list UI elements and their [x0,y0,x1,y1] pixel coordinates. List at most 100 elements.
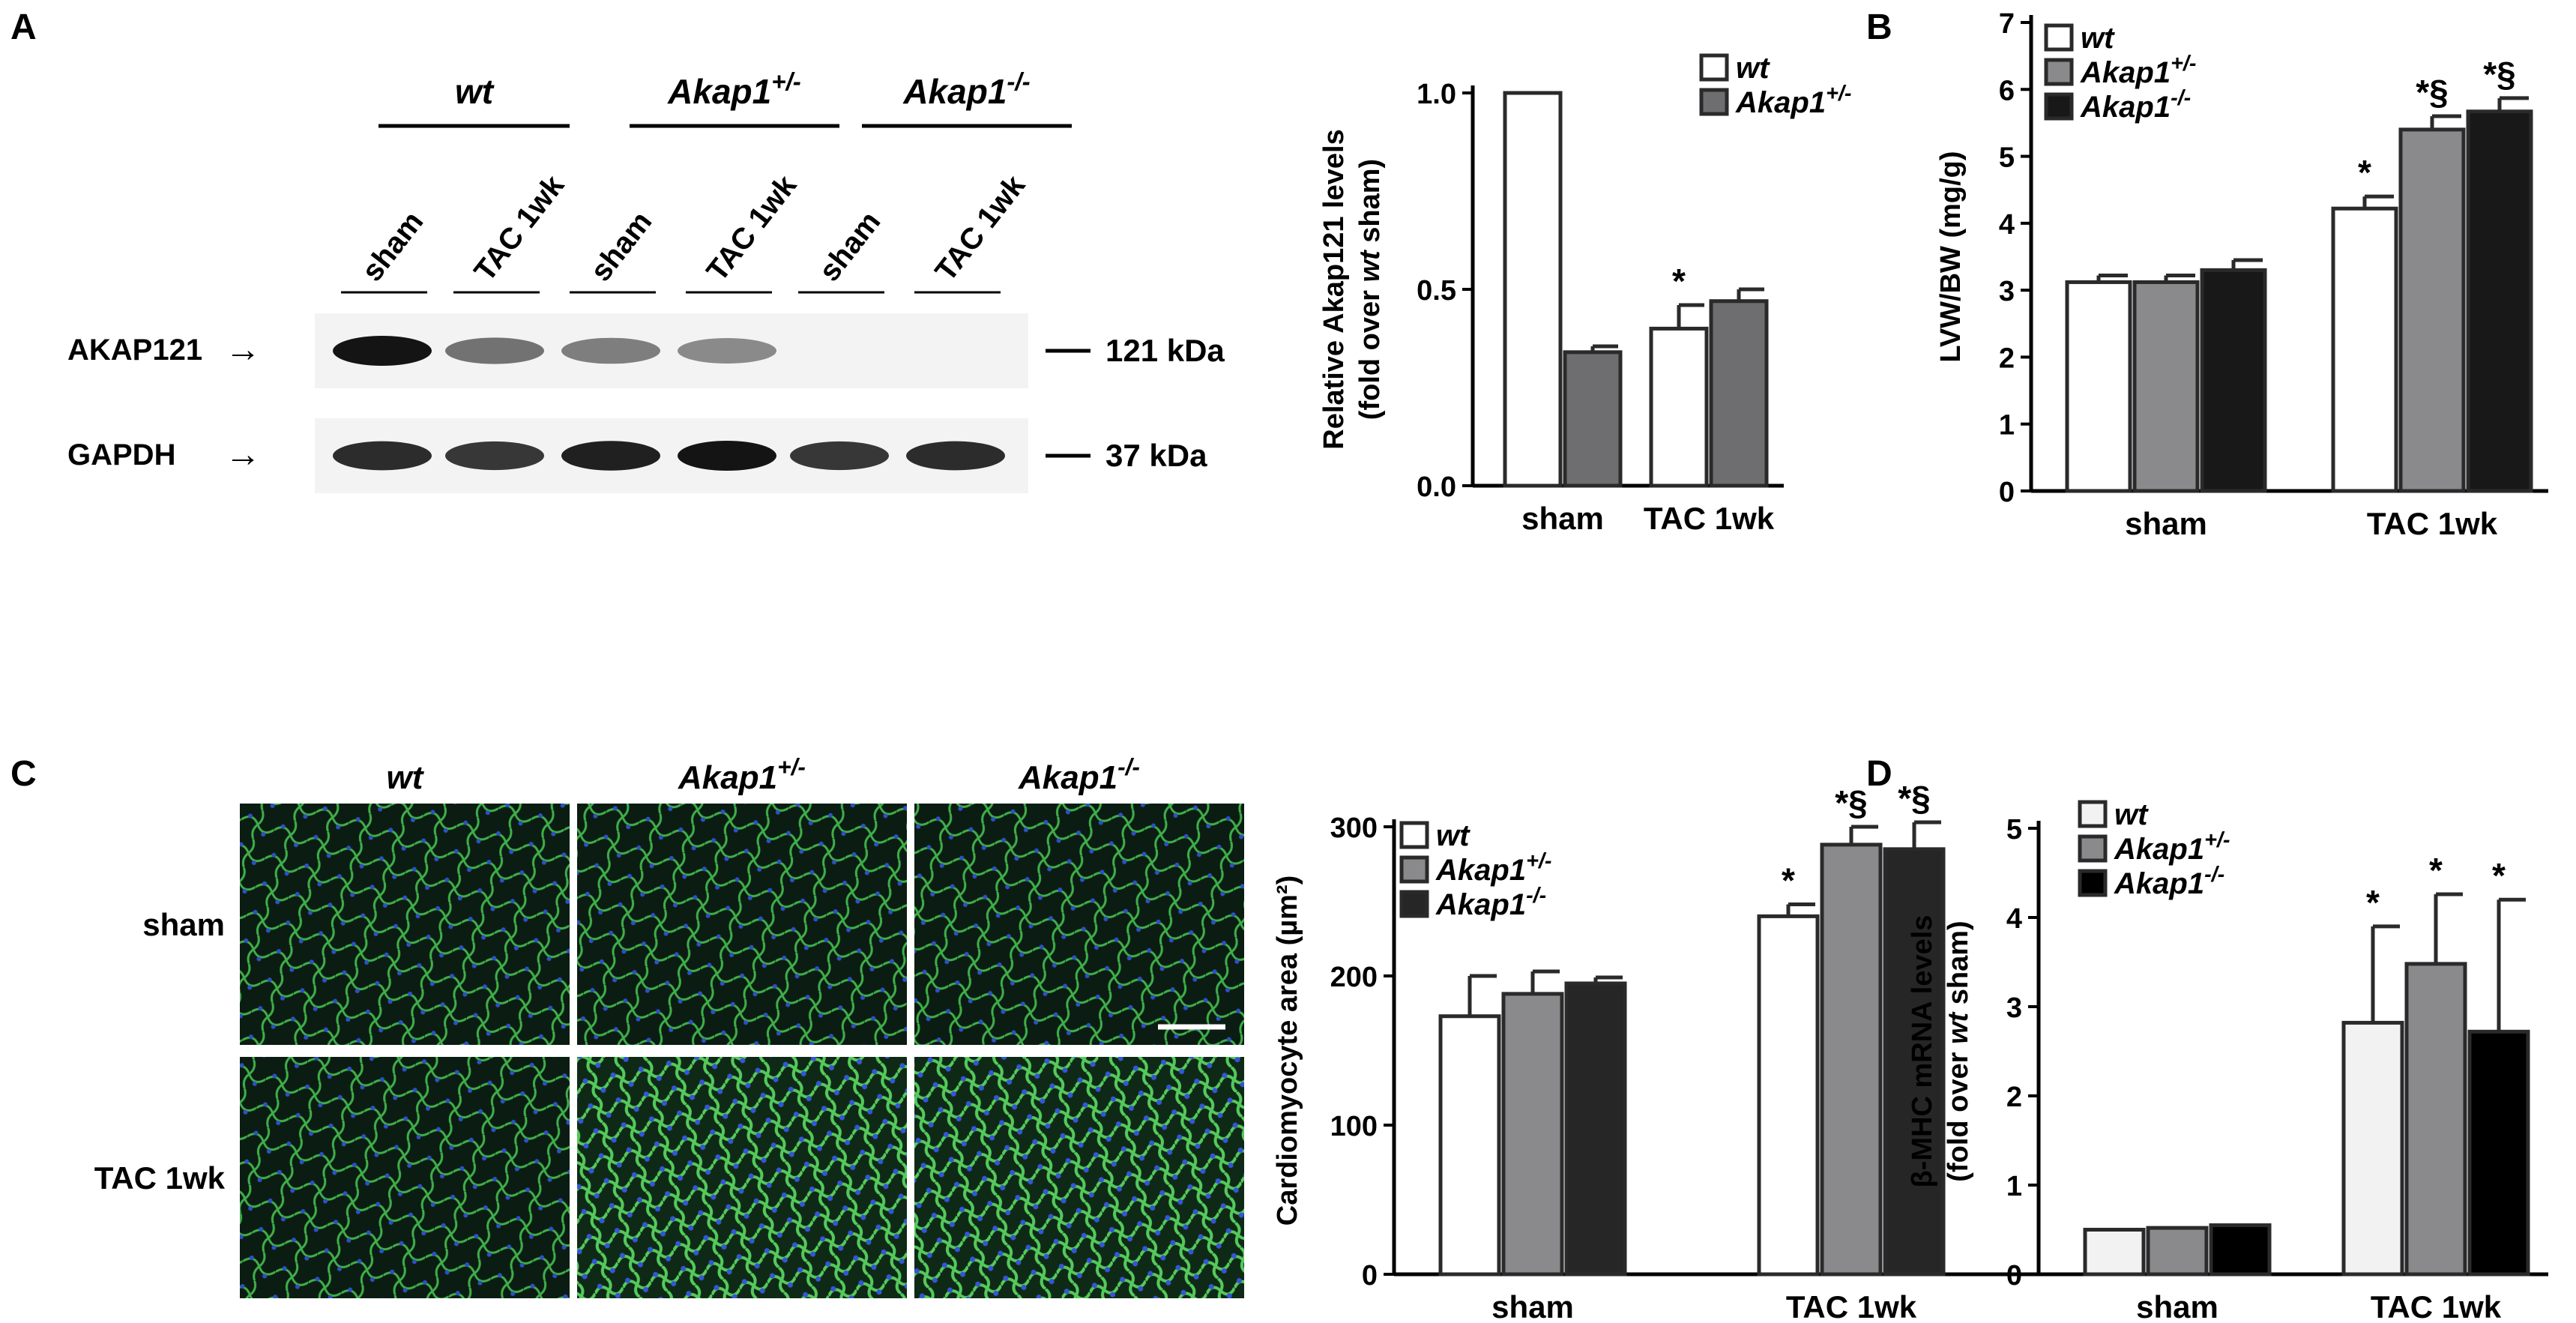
legend-label-name: Akap1 [1435,888,1526,921]
significance-marker: * [2492,856,2506,895]
legend-label-name: wt [1436,819,1471,852]
legend-label-sup: +/- [1826,82,1851,106]
western-blot: wt Akap1+/- Akap1-/-sham TAC 1wk sham TAC 1wk… [67,68,1225,493]
legend-label-name: Akap1 [2080,56,2171,89]
bar-sham-series-2 [1564,981,1627,1277]
blot-group-label: wt [455,72,495,111]
chart-a-akap121-levels: 0.0 0.5 1.0 Relative Akap121 levels (fold ov… [1318,52,1851,536]
y-tick-label: 2 [2006,1082,2022,1113]
bar-tac-1wk-series-0 [2341,1020,2404,1277]
x-tick-label: TAC 1wk [2367,506,2498,541]
y-tick-label: 4 [1999,209,2015,241]
legend-label-name: Akap1 [2114,867,2204,900]
x-tick-label: TAC 1wk [2371,1289,2502,1323]
bar-sham-series-1 [1563,350,1623,488]
micro-column-label: Akap1-/- [1018,753,1140,796]
legend-label-name: Akap1 [1435,854,1526,887]
micro-column-label: wt [387,759,425,796]
legend-label-name: wt [2114,798,2149,831]
bar-tac-1wk-series-0 [1649,326,1709,488]
y-axis-label: Relative Akap121 levels [1318,129,1350,449]
legend-label: Akap1+/- [2080,52,2196,89]
legend-swatch [2078,800,2108,828]
y-tick-label: 0 [2006,1260,2022,1292]
bar-tac-1wk-series-2 [1883,847,1946,1277]
y-tick-label: 5 [2006,814,2022,846]
micro-column-label-sup: +/- [777,753,806,780]
x-tick-label: TAC 1wk [1644,501,1775,536]
bar-tac-1wk-series-1 [2398,127,2466,493]
significance-marker: *§ [2416,73,2448,112]
bar-sham-series-1 [2146,1226,2209,1277]
y-tick-label: 300 [1330,813,1378,844]
blot-group-label-sup: +/- [771,68,801,96]
y-tick-label: 0.0 [1417,471,1456,503]
y-tick-label: 100 [1330,1111,1378,1142]
blot-band [678,441,776,471]
y-axis-label-part: sham) [1943,920,1974,1012]
y-tick-label: 0 [1999,477,2015,508]
bar-sham-series-1 [1501,992,1564,1277]
blot-group-label-name: Akap1 [902,72,1007,111]
bar-sham-series-1 [2132,280,2200,493]
legend-label-sup: -/- [2204,863,2224,887]
significance-marker: *§ [2483,55,2515,94]
blot-lane-label: sham [584,205,658,287]
x-tick-label: sham [2125,506,2207,541]
micro-column-label-sup: -/- [1117,753,1140,780]
micro-column-label: Akap1+/- [678,753,806,796]
blot-band [906,441,1005,471]
legend-label-name: wt [1736,52,1770,85]
blot-arrow: → [225,330,261,370]
y-axis-label-part: (fold over [1354,283,1386,421]
x-tick-label: sham [1521,501,1604,536]
blot-band [333,441,432,471]
significance-marker: * [1782,861,1795,899]
legend-label-sup: +/- [1526,849,1551,873]
micro-column-label-name: Akap1 [1018,759,1117,796]
bar-sham-series-2 [2209,1223,2272,1277]
y-tick-label: 6 [1999,75,2015,106]
blot-lane-label: TAC 1wk [929,169,1031,287]
y-tick-label: 7 [1999,8,2015,40]
legend-label-sup: -/- [1526,884,1546,908]
micro-column-label-name: wt [387,759,425,796]
y-tick-label: 3 [2006,992,2022,1024]
legend-label: Akap1+/- [1435,849,1551,887]
micrograph-image [240,1057,570,1298]
chart-c-cardiomyocyte-area: 0 100 200 300 Cardiomyocyte area (µm²) sham TA… [1272,779,2039,1323]
legend-swatch [2078,869,2108,897]
legend-swatch [1399,821,1429,849]
blot-lane-label: sham [812,205,887,287]
y-tick-label: 5 [1999,142,2015,174]
bar-tac-1wk-series-1 [1820,843,1883,1277]
micrograph-image [240,804,570,1045]
legend-label: wt [1436,819,1471,852]
y-axis-label-part: sham) [1354,159,1386,250]
y-tick-label: 0.5 [1417,275,1456,307]
blot-lane-label: TAC 1wk [468,169,570,287]
bar-tac-1wk-series-0 [2331,206,2398,493]
y-axis-label-part: (fold over [1943,1044,1974,1182]
bar-sham-series-2 [2200,268,2267,493]
bar-tac-1wk-series-1 [1709,299,1769,488]
blot-band [678,338,776,364]
legend-label: wt [2081,22,2115,55]
panel-label-d: D [1866,754,1892,794]
legend-label-name: wt [2081,22,2115,55]
y-tick-label: 3 [1999,276,2015,307]
chart-d-bmhc-mrna: 0 1 2 3 4 5 β-MHC mRNA levels (fold over wt sha… [1907,798,2548,1323]
legend-swatch [1399,890,1429,918]
blot-marker-label: 37 kDa [1105,438,1207,473]
blot-band [445,337,544,364]
bar-sham-series-0 [2065,280,2132,493]
significance-marker: * [2429,851,2443,890]
micro-row-label: sham [142,907,225,942]
legend-label-name: Akap1 [1735,86,1826,119]
legend-swatch [1699,53,1729,82]
blot-band [333,336,432,366]
legend-label: Akap1-/- [2114,863,2224,900]
